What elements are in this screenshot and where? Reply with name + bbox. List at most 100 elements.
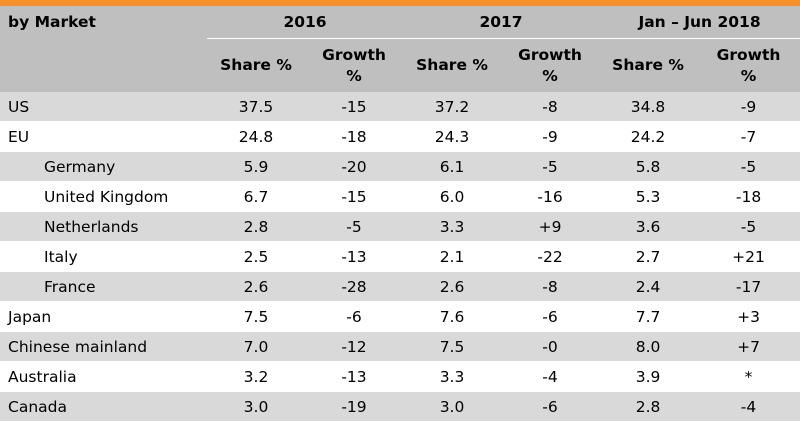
growth-value-cell: -15 xyxy=(305,181,404,212)
growth-value-cell: +3 xyxy=(697,301,800,332)
growth-header-line1: Growth xyxy=(518,45,582,64)
growth-value-cell: -13 xyxy=(305,241,404,272)
growth-value-cell: -5 xyxy=(697,211,800,242)
growth-value-cell: -22 xyxy=(501,241,600,272)
growth-value-cell: -18 xyxy=(697,181,800,212)
share-value-cell: 2.4 xyxy=(599,271,698,302)
share-value-cell: 2.6 xyxy=(403,271,502,302)
share-value-cell: 34.8 xyxy=(599,92,698,122)
growth-value-cell: -16 xyxy=(501,181,600,212)
share-value-cell: 7.5 xyxy=(207,301,305,332)
share-value-cell: 6.1 xyxy=(403,151,502,182)
share-value-cell: 37.5 xyxy=(207,92,305,122)
market-name-cell: Germany xyxy=(0,151,207,182)
growth-header: Growth% xyxy=(697,38,800,92)
market-name-cell: Netherlands xyxy=(0,211,207,242)
share-value-cell: 2.6 xyxy=(207,271,305,302)
market-name-cell: Italy xyxy=(0,241,207,272)
growth-header: Growth% xyxy=(501,38,600,92)
growth-value-cell: -9 xyxy=(501,121,600,152)
growth-header-line1: Growth xyxy=(322,45,386,64)
share-value-cell: 3.2 xyxy=(207,361,305,392)
table-row: US 37.5 -15 37.2 -8 34.8 -9 xyxy=(0,92,800,122)
growth-header: Growth% xyxy=(305,38,404,92)
period-header-2016: 2016 xyxy=(207,6,404,39)
header-row-metrics: Share % Growth% Share % Growth% Share % … xyxy=(0,38,800,92)
table-row: France 2.6 -28 2.6 -8 2.4 -17 xyxy=(0,271,800,302)
growth-value-cell: -17 xyxy=(697,271,800,302)
growth-value-cell: -18 xyxy=(305,121,404,152)
table-row: Chinese mainland 7.0 -12 7.5 -0 8.0 +7 xyxy=(0,331,800,362)
header-row-periods: by Market 2016 2017 Jan – Jun 2018 xyxy=(0,6,800,39)
growth-header-line2: % xyxy=(740,66,757,85)
share-value-cell: 2.8 xyxy=(599,391,698,422)
share-value-cell: 2.1 xyxy=(403,241,502,272)
share-value-cell: 3.6 xyxy=(599,211,698,242)
share-value-cell: 2.5 xyxy=(207,241,305,272)
market-column-header: by Market xyxy=(0,6,207,39)
growth-value-cell: +21 xyxy=(697,241,800,272)
table-header: by Market 2016 2017 Jan – Jun 2018 Share… xyxy=(0,6,800,92)
share-header-label: Share % xyxy=(416,56,488,74)
growth-value-cell: -8 xyxy=(501,92,600,122)
table-row: Australia 3.2 -13 3.3 -4 3.9 * xyxy=(0,361,800,392)
growth-value-cell: -5 xyxy=(697,151,800,182)
market-name-cell: France xyxy=(0,271,207,302)
share-value-cell: 8.0 xyxy=(599,331,698,362)
growth-value-cell: -12 xyxy=(305,331,404,362)
table-row: Italy 2.5 -13 2.1 -22 2.7 +21 xyxy=(0,241,800,272)
share-value-cell: 24.8 xyxy=(207,121,305,152)
top-accent-bar xyxy=(0,0,800,6)
market-name-cell: EU xyxy=(0,121,207,152)
growth-value-cell: -20 xyxy=(305,151,404,182)
share-header: Share % xyxy=(599,38,698,92)
share-header: Share % xyxy=(403,38,502,92)
share-value-cell: 6.7 xyxy=(207,181,305,212)
growth-value-cell: -9 xyxy=(697,92,800,122)
share-header-label: Share % xyxy=(220,56,292,74)
market-name-cell: US xyxy=(0,92,207,122)
growth-value-cell: -6 xyxy=(501,391,600,422)
table-row: Germany 5.9 -20 6.1 -5 5.8 -5 xyxy=(0,151,800,182)
share-value-cell: 7.5 xyxy=(403,331,502,362)
share-value-cell: 24.3 xyxy=(403,121,502,152)
share-value-cell: 5.8 xyxy=(599,151,698,182)
growth-header-line1: Growth xyxy=(716,45,781,64)
growth-value-cell: -5 xyxy=(501,151,600,182)
share-value-cell: 7.0 xyxy=(207,331,305,362)
growth-value-cell: -6 xyxy=(501,301,600,332)
share-value-cell: 37.2 xyxy=(403,92,502,122)
growth-value-cell: -0 xyxy=(501,331,600,362)
growth-value-cell: -19 xyxy=(305,391,404,422)
share-value-cell: 3.3 xyxy=(403,211,502,242)
share-value-cell: 5.9 xyxy=(207,151,305,182)
share-value-cell: 7.6 xyxy=(403,301,502,332)
period-header-2018h1: Jan – Jun 2018 xyxy=(599,6,800,39)
growth-value-cell: -4 xyxy=(697,391,800,422)
growth-value-cell: -6 xyxy=(305,301,404,332)
growth-value-cell: -4 xyxy=(501,361,600,392)
share-value-cell: 3.9 xyxy=(599,361,698,392)
share-value-cell: 3.0 xyxy=(403,391,502,422)
table-row: Japan 7.5 -6 7.6 -6 7.7 +3 xyxy=(0,301,800,332)
market-name-cell: Chinese mainland xyxy=(0,331,207,362)
share-header: Share % xyxy=(207,38,305,92)
table-body: US 37.5 -15 37.2 -8 34.8 -9 EU 24.8 -18 24.3 -9 24.2… xyxy=(0,92,800,422)
growth-value-cell: -7 xyxy=(697,121,800,152)
growth-value-cell: +7 xyxy=(697,331,800,362)
period-header-2017: 2017 xyxy=(403,6,600,39)
table-row: Netherlands 2.8 -5 3.3 +9 3.6 -5 xyxy=(0,211,800,242)
market-name-cell: Canada xyxy=(0,391,207,422)
growth-value-cell: -13 xyxy=(305,361,404,392)
growth-value-cell: * xyxy=(697,361,800,392)
share-header-label: Share % xyxy=(612,56,684,74)
share-value-cell: 2.8 xyxy=(207,211,305,242)
market-name-cell: United Kingdom xyxy=(0,181,207,212)
growth-value-cell: -15 xyxy=(305,92,404,122)
market-share-table: by Market 2016 2017 Jan – Jun 2018 Share… xyxy=(0,6,800,422)
table-row: Canada 3.0 -19 3.0 -6 2.8 -4 xyxy=(0,391,800,422)
growth-value-cell: +9 xyxy=(501,211,600,242)
share-value-cell: 3.3 xyxy=(403,361,502,392)
share-value-cell: 3.0 xyxy=(207,391,305,422)
growth-value-cell: -5 xyxy=(305,211,404,242)
